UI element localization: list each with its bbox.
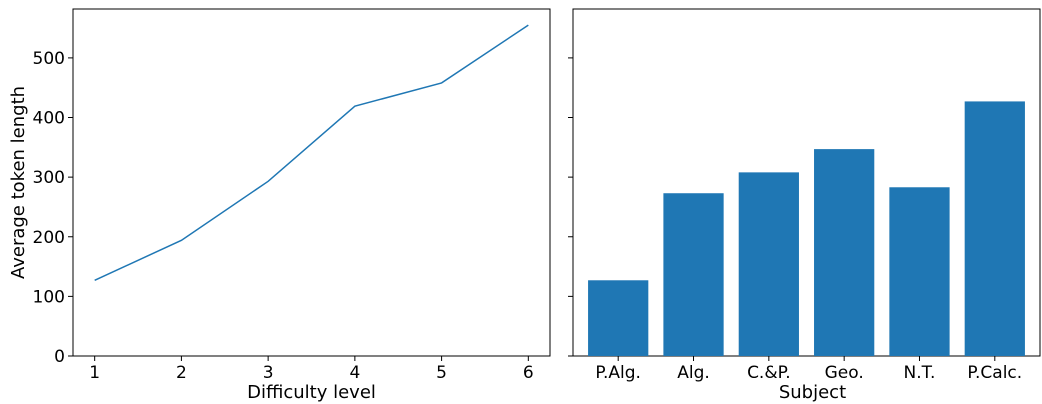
left-line-chart: 0 100 200 300 400 500 1 2 3 4 5 6 Difficulty level…: [8, 8, 551, 403]
category-label: N.T.: [904, 363, 936, 383]
series-line: [94, 24, 529, 281]
bar: [964, 101, 1025, 356]
right-bar-chart: P.Alg. Alg. C.&P. Geo. N.T. P.Calc. Subject: [568, 8, 1041, 403]
left-x-tick-label: 5: [436, 363, 447, 383]
left-x-tick-label: 1: [89, 363, 100, 383]
left-x-tick-label: 2: [176, 363, 187, 383]
right-marks: [588, 101, 1025, 356]
left-y-tick-label: 400: [33, 109, 65, 129]
category-label: C.&P.: [747, 363, 791, 383]
left-y-tick-label: 100: [33, 287, 65, 307]
left-y-tick-label: 0: [54, 347, 65, 367]
category-label: P.Alg.: [595, 363, 641, 383]
left-x-axis-label: Difficulty level: [247, 382, 376, 403]
left-plot-frame: [72, 8, 551, 357]
right-y-ticks: [568, 57, 573, 357]
left-marks: [94, 24, 529, 281]
bar: [663, 193, 724, 356]
bar: [889, 187, 950, 356]
y-axis-label: Average token length: [8, 86, 29, 279]
category-label: P.Calc.: [967, 363, 1022, 383]
left-y-tick-label: 500: [33, 49, 65, 69]
left-x-tick-label: 4: [349, 363, 360, 383]
right-x-axis-label: Subject: [779, 382, 846, 403]
category-label: Geo.: [825, 363, 864, 383]
category-label: Alg.: [677, 363, 710, 383]
right-plot-frame: [572, 8, 1041, 357]
bar: [738, 172, 799, 356]
bar: [588, 280, 649, 356]
left-y-ticks: 0 100 200 300 400 500: [33, 49, 73, 367]
left-x-tick-label: 6: [523, 363, 534, 383]
left-y-tick-label: 200: [33, 228, 65, 248]
left-x-ticks: 1 2 3 4 5 6: [89, 356, 534, 383]
bar: [814, 149, 875, 356]
left-y-tick-label: 300: [33, 168, 65, 188]
right-x-ticks: P.Alg. Alg. C.&P. Geo. N.T. P.Calc.: [595, 356, 1022, 383]
left-x-tick-label: 3: [263, 363, 274, 383]
